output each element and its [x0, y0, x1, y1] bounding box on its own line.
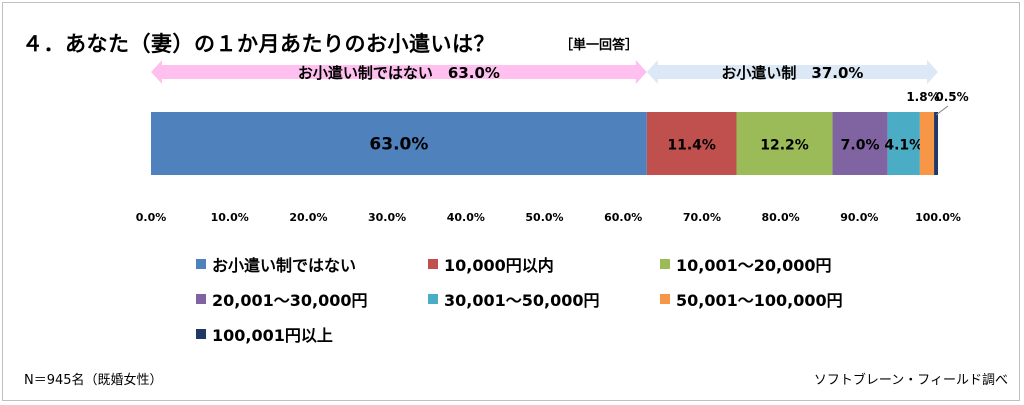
- legend-label: 50,001～100,000円: [676, 291, 843, 310]
- x-tick-label-4: 40.0%: [447, 211, 485, 224]
- x-tick-label-3: 30.0%: [368, 211, 406, 224]
- chart-frame: [2, 2, 1020, 401]
- bracket-label-0: お小遣い制ではない 63.0%: [298, 64, 500, 82]
- legend-label: 30,001～50,000円: [444, 291, 600, 310]
- bar-segment-4: [887, 112, 920, 175]
- x-tick-label-9: 90.0%: [840, 211, 878, 224]
- legend-label: 20,001～30,000円: [212, 291, 368, 310]
- legend-swatch: [660, 294, 670, 304]
- x-tick-label-1: 10.0%: [211, 211, 249, 224]
- x-tick-label-2: 20.0%: [289, 211, 327, 224]
- data-label-4: 4.1%: [884, 138, 923, 154]
- data-label-2: 12.2%: [760, 138, 809, 154]
- data-label-3: 7.0%: [841, 138, 880, 154]
- x-tick-label-7: 70.0%: [683, 211, 721, 224]
- bar-segment-0: [151, 112, 647, 175]
- legend-label: 10,001～20,000円: [676, 256, 832, 275]
- data-label-5: 1.8%: [906, 90, 939, 104]
- legend-label: お小遣い制ではない: [212, 256, 357, 275]
- legend-swatch: [196, 329, 206, 339]
- bar-segment-5: [919, 112, 935, 175]
- data-label-0: 63.0%: [369, 135, 428, 155]
- bracket-arrow-0: [151, 60, 647, 84]
- x-tick-label-6: 60.0%: [604, 211, 642, 224]
- bar-segment-1: [646, 112, 737, 175]
- x-tick-label-0: 0.0%: [136, 211, 167, 224]
- bar-segment-2: [736, 112, 833, 175]
- legend-item-1: 10,000円以内: [428, 252, 554, 276]
- data-label-6: 0.5%: [935, 90, 968, 104]
- sample-size-note: N＝945名（既婚女性）: [24, 373, 163, 388]
- data-label-1: 11.4%: [667, 138, 716, 154]
- legend-swatch: [428, 294, 438, 304]
- legend-item-6: 100,001円以上: [196, 322, 333, 346]
- legend-item-5: 50,001～100,000円: [660, 287, 843, 311]
- x-tick-label-10: 100.0%: [915, 211, 961, 224]
- bar-segment-6: [934, 112, 938, 175]
- bar-segment-3: [832, 112, 888, 175]
- legend-label: 10,000円以内: [444, 256, 554, 275]
- source-note: ソフトブレーン・フィールド調べ: [813, 373, 1008, 388]
- bracket-arrow-1: [646, 60, 938, 84]
- chart-title: ４．あなた（妻）の１か月あたりのお小遣いは？: [22, 32, 495, 56]
- x-tick-label-8: 80.0%: [762, 211, 800, 224]
- legend-swatch: [196, 259, 206, 269]
- legend-swatch: [196, 294, 206, 304]
- x-tick-label-5: 50.0%: [525, 211, 563, 224]
- leader-line-6: [935, 105, 949, 116]
- legend-swatch: [428, 259, 438, 269]
- legend-item-0: お小遣い制ではない: [196, 252, 356, 276]
- legend-label: 100,001円以上: [212, 326, 333, 345]
- legend-item-4: 30,001～50,000円: [428, 287, 600, 311]
- legend-item-2: 10,001～20,000円: [660, 252, 832, 276]
- legend-item-3: 20,001～30,000円: [196, 287, 368, 311]
- bracket-label-1: お小遣い制 37.0%: [721, 64, 863, 82]
- answer-type-label: ［単一回答］: [560, 38, 639, 53]
- legend-swatch: [660, 259, 670, 269]
